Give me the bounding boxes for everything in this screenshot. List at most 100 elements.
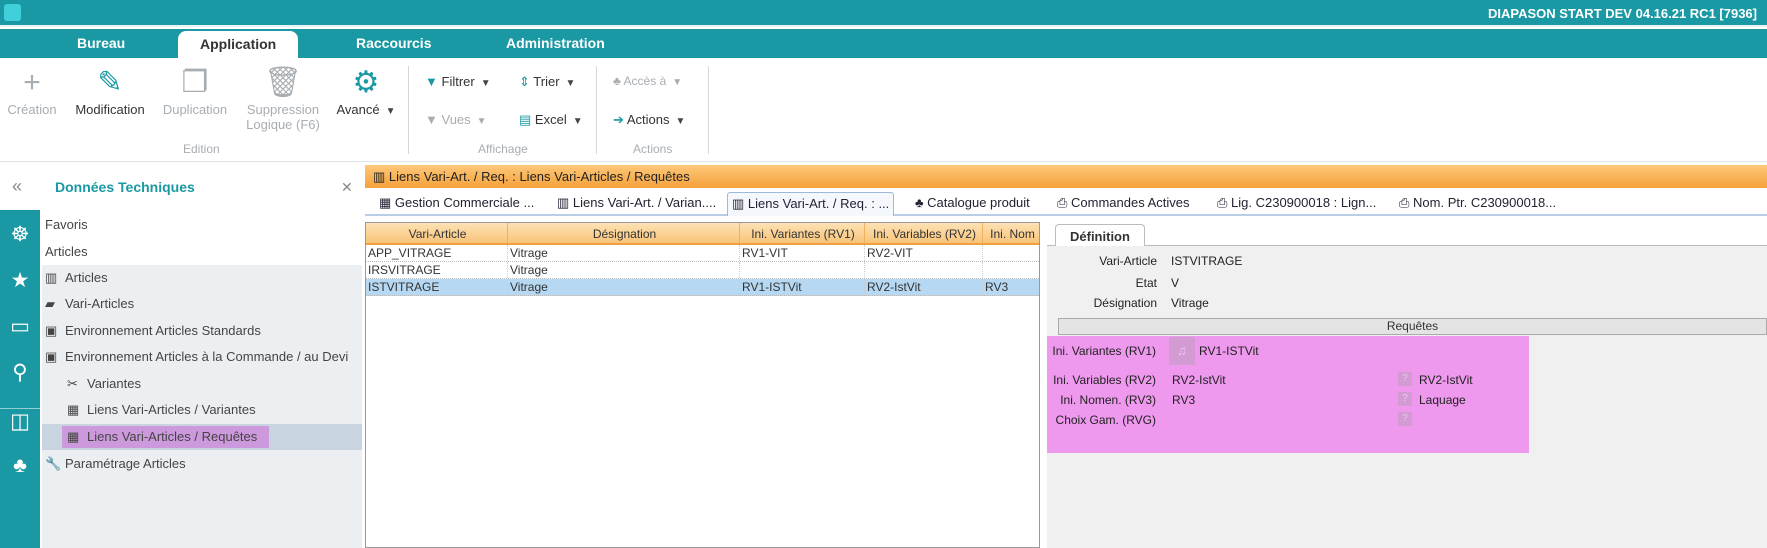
- monitor-icon[interactable]: ▭: [10, 315, 30, 338]
- table-cell: Vitrage: [508, 279, 740, 295]
- nav-title: Données Techniques: [55, 179, 195, 195]
- req-value: RV1-ISTVit: [1199, 344, 1259, 358]
- table-row[interactable]: IRSVITRAGE Vitrage: [366, 262, 1039, 279]
- nav-item-liens-requetes[interactable]: ▦ Liens Vari-Articles / Requêtes: [42, 424, 362, 450]
- table-cell: ISTVITRAGE: [366, 279, 508, 295]
- req-right-value: RV2-IstVit: [1419, 373, 1473, 387]
- folder-icon: ▣: [45, 349, 58, 364]
- table-row[interactable]: ISTVITRAGE Vitrage RV1-ISTVit RV2-IstVit RV3: [366, 279, 1039, 296]
- filter-icon: ▼: [425, 74, 438, 89]
- column-header[interactable]: Désignation: [508, 223, 740, 243]
- printer-icon: ⎙: [1057, 195, 1068, 210]
- table-row[interactable]: APP_VITRAGE Vitrage RV1-VIT RV2-VIT: [366, 245, 1039, 262]
- column-header[interactable]: Ini. Nom: [983, 223, 1039, 243]
- plant-icon: ♣: [915, 195, 924, 210]
- star-icon[interactable]: ★: [10, 269, 30, 292]
- field-value: V: [1171, 276, 1180, 290]
- data-grid: Vari-Article Désignation Ini. Variantes …: [365, 222, 1040, 548]
- caret-down-icon: ▼: [476, 116, 487, 127]
- req-label: Ini. Variables (RV2): [1053, 373, 1156, 387]
- requetes-highlight: [1047, 336, 1529, 453]
- grid-icon: ▦: [67, 429, 80, 444]
- duplication-button[interactable]: ❐ Duplication: [160, 64, 230, 117]
- collapse-icon[interactable]: «: [12, 176, 23, 196]
- filter-icon: ▼: [425, 112, 438, 127]
- books-icon: ▥: [557, 195, 570, 210]
- nav-item-env-commande[interactable]: ▣ Environnement Articles à la Commande / …: [42, 344, 362, 370]
- field-label: Désignation: [1093, 296, 1157, 310]
- tools-icon: ✂: [67, 376, 78, 391]
- doc-tab[interactable]: ♣ Catalogue produit: [915, 195, 1030, 210]
- help-icon[interactable]: ?: [1398, 412, 1412, 426]
- nav-item-articles[interactable]: ▥ Articles: [42, 265, 362, 291]
- caret-down-icon: ▼: [572, 116, 583, 127]
- group-label-edition: Edition: [183, 142, 220, 156]
- title-bar: DIAPASON START DEV 04.16.21 RC1 [7936]: [0, 0, 1767, 27]
- filtrer-button[interactable]: ▼ Filtrer ▼: [425, 74, 491, 89]
- tab-raccourcis[interactable]: Raccourcis: [356, 35, 432, 51]
- hierarchy-icon[interactable]: ♣: [13, 454, 27, 477]
- doc-tab[interactable]: ▦ Gestion Commerciale ...: [379, 195, 535, 210]
- field-value: Vitrage: [1171, 296, 1209, 310]
- trier-button[interactable]: ⇕ Trier ▼: [519, 74, 576, 89]
- grid-icon: ▦: [67, 402, 80, 417]
- doc-tab-active[interactable]: ▥ Liens Vari-Art. / Req. : ...: [727, 192, 895, 216]
- nav-item-parametrage[interactable]: 🔧 Paramétrage Articles: [42, 451, 362, 477]
- table-cell: RV1-VIT: [740, 245, 865, 261]
- close-icon[interactable]: ✕: [341, 179, 353, 195]
- arrow-circle-icon: ➔: [613, 112, 624, 127]
- separator: [596, 66, 597, 154]
- tab-application[interactable]: Application: [178, 31, 299, 58]
- actions-button[interactable]: ➔ Actions ▼: [613, 112, 686, 127]
- req-value: RV2-IstVit: [1172, 373, 1226, 387]
- separator: [708, 66, 709, 154]
- avance-button[interactable]: ⚙ Avancé ▼: [334, 64, 398, 117]
- column-header[interactable]: Ini. Variables (RV2): [865, 223, 983, 243]
- nav-item-liens-variantes[interactable]: ▦ Liens Vari-Articles / Variantes: [42, 397, 362, 423]
- tab-definition[interactable]: Définition: [1055, 224, 1145, 246]
- search-icon[interactable]: ⚲: [12, 361, 28, 384]
- tab-bureau[interactable]: Bureau: [77, 35, 126, 51]
- wrench-icon: 🔧: [45, 456, 62, 471]
- caret-down-icon: ▼: [480, 78, 491, 89]
- table-cell: APP_VITRAGE: [366, 245, 508, 261]
- books-icon: ▥: [45, 270, 58, 285]
- req-right-value: Laquage: [1419, 393, 1466, 407]
- table-cell: RV1-ISTVit: [740, 279, 865, 295]
- creation-button[interactable]: + Création: [7, 66, 57, 117]
- doc-tab[interactable]: ⎙ Commandes Actives: [1057, 195, 1190, 210]
- app-logo-icon[interactable]: [4, 4, 21, 21]
- nav-item-env-standards[interactable]: ▣ Environnement Articles Standards: [42, 318, 362, 344]
- doc-tab[interactable]: ▥ Liens Vari-Art. / Varian....: [557, 195, 717, 210]
- modification-button[interactable]: ✎ Modification: [70, 64, 150, 117]
- acces-button[interactable]: ♣ Accès à ▼: [613, 74, 683, 88]
- caret-down-icon: ▼: [675, 116, 686, 127]
- folder-icon: ▣: [45, 323, 58, 338]
- help-icon[interactable]: ?: [1398, 392, 1412, 406]
- printer-icon: ⎙: [1217, 195, 1228, 210]
- tab-administration[interactable]: Administration: [506, 35, 605, 51]
- helm-icon[interactable]: ☸: [10, 223, 30, 246]
- excel-button[interactable]: ▤ Excel ▼: [519, 112, 583, 127]
- nav-item-vari-articles[interactable]: ▰ Vari-Articles: [42, 291, 362, 317]
- nav-item-favoris[interactable]: Favoris: [45, 217, 88, 232]
- column-header[interactable]: Vari-Article: [366, 223, 508, 243]
- caret-down-icon: ▼: [385, 106, 396, 117]
- nav-item-articles-group[interactable]: Articles: [45, 244, 88, 259]
- sidebar-strip: ☸ ★ ▭ ⚲ ◫ ♣: [0, 210, 40, 548]
- window-icon: ▥: [373, 169, 386, 184]
- table-cell: RV2-IstVit: [865, 279, 983, 295]
- help-icon[interactable]: ?: [1398, 372, 1412, 386]
- nav-item-variantes[interactable]: ✂ Variantes: [42, 371, 362, 397]
- vues-button[interactable]: ▼ Vues ▼: [425, 112, 487, 127]
- column-header[interactable]: Ini. Variantes (RV1): [740, 223, 865, 243]
- req-value: RV3: [1172, 393, 1196, 407]
- layout-icon[interactable]: ◫: [0, 408, 40, 434]
- doc-tab[interactable]: ⎙ Lig. C230900018 : Lign...: [1217, 195, 1377, 210]
- document-tabs: ▦ Gestion Commerciale ... ▥ Liens Vari-A…: [365, 188, 1767, 216]
- nav-tree-bg: [42, 265, 362, 548]
- suppression-button[interactable]: 🗑 Suppression Logique (F6): [242, 64, 324, 132]
- doc-tab[interactable]: ⎙ Nom. Ptr. C230900018...: [1399, 195, 1557, 210]
- nav-header: « Données Techniques ✕: [0, 165, 362, 210]
- music-note-icon[interactable]: ♫: [1169, 337, 1195, 365]
